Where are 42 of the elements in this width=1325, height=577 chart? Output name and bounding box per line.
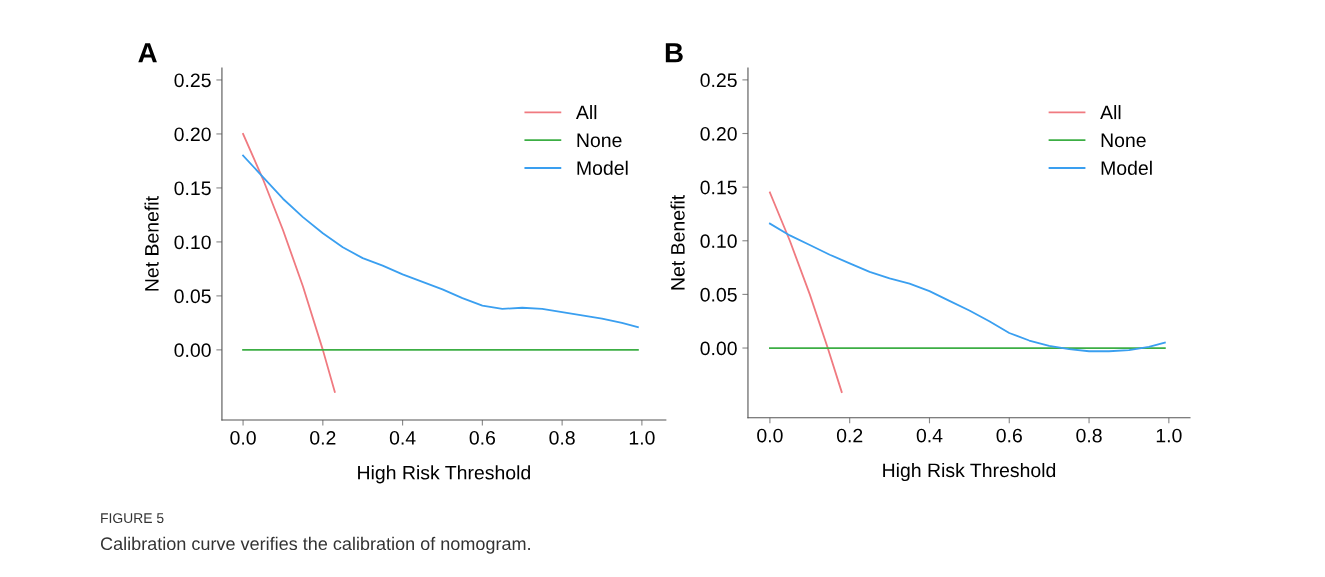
x-tick-label: 0.6 [469,430,496,445]
caption: FIGURE 5 [101,513,164,524]
y-tick-label: 0.20 [700,126,737,141]
y-tick-label: 0.20 [174,127,211,142]
y-tick-label: 0.05 [700,287,737,302]
line-series [242,154,639,329]
x-tick-label: 0.2 [836,428,863,443]
x-tick-label: 0.8 [1076,428,1102,443]
line-series [768,222,1166,353]
chart-title: A [138,43,157,63]
x-axis-title: High Risk Threshold [358,465,530,484]
text: Calibration curve verifies the calibration of nomogram. [100,536,530,554]
legend-label: All [575,105,597,120]
y-tick-label: 0.05 [174,289,211,304]
y-tick-label: 0.25 [700,73,737,88]
legend-label: None [577,133,622,148]
y-tick-label: 0.10 [700,234,737,249]
legend-label: Model [1101,160,1152,176]
x-tick-label: 1.0 [1156,428,1182,443]
y-tick-label: 0.25 [174,73,211,88]
y-tick-label: 0.15 [700,180,737,195]
y-axis-title: Net Benefit [670,194,685,290]
y-tick-label: 0.00 [174,343,211,358]
legend-label: All [1100,105,1121,120]
legend-label: None [1101,133,1146,148]
y-axis-title: Net Benefit [144,196,159,291]
x-tick-label: 0.2 [310,430,336,445]
x-tick-label: 0.4 [389,430,416,445]
y-tick-label: 0.15 [174,181,211,196]
y-tick-label: 0.10 [174,235,211,250]
x-tick-label: 0.4 [916,428,943,443]
legend-label: Model [577,160,628,176]
line-series [768,191,843,393]
x-tick-label: 1.0 [629,430,655,445]
y-tick-label: 0.00 [700,341,737,356]
x-tick-label: 0.8 [549,430,575,445]
x-tick-label: 0.0 [757,428,783,443]
x-axis-title: High Risk Threshold [883,462,1056,482]
x-tick-label: 0.6 [996,428,1022,443]
x-tick-label: 0.0 [230,430,256,445]
line-series [242,133,336,393]
chart-title: B [665,43,683,63]
